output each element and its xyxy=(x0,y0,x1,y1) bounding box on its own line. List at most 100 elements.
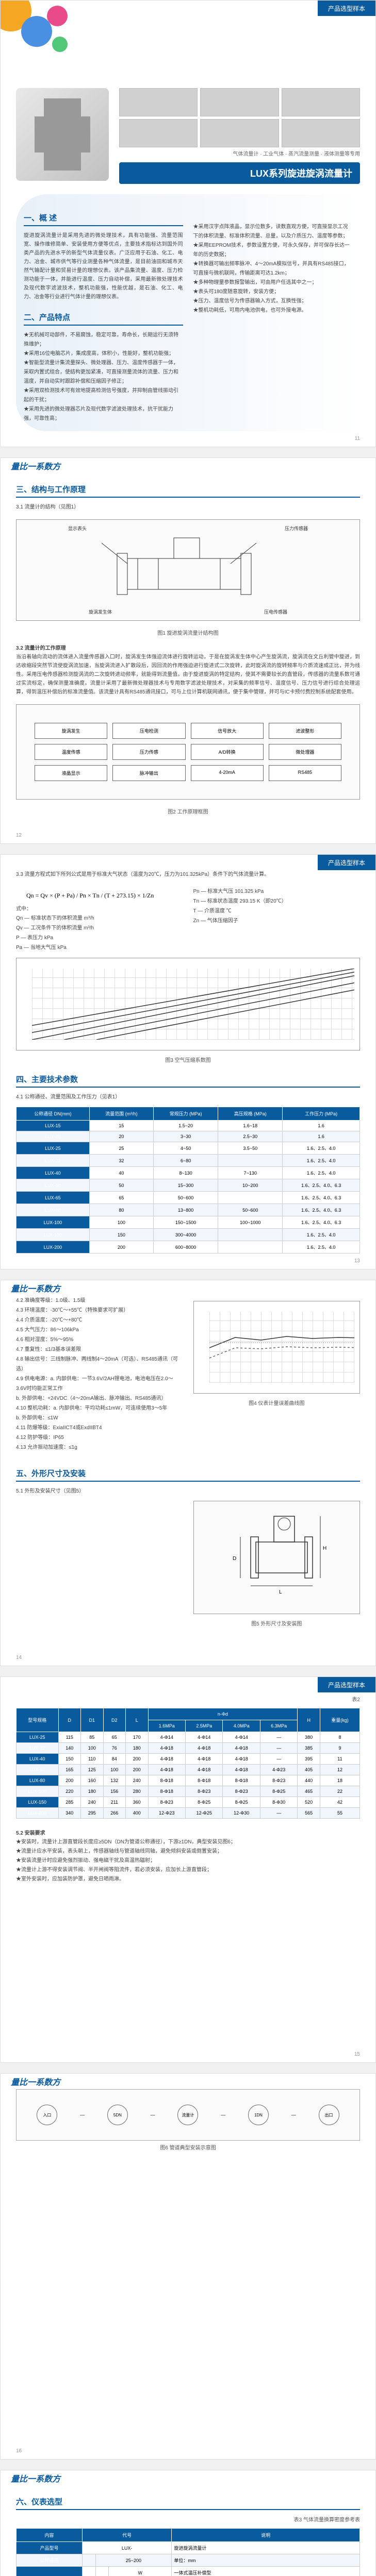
td: 42 xyxy=(320,1797,359,1808)
page-6: 量比一系数方 入口 — 5DN — 流量计 — 1DN — 出口 图6 管道典型… xyxy=(0,2073,376,2460)
td: 8-Φ30 xyxy=(260,1797,297,1808)
td: 1.6、2.5、4.0、6.3 xyxy=(283,1216,360,1229)
hero-decoration xyxy=(1,1,104,78)
td: 85 xyxy=(81,1732,104,1743)
fig5-caption: 图5 外形尺寸及安装图 xyxy=(193,1619,361,1627)
th: 重量(kg) xyxy=(320,1708,359,1732)
sel-desc: 旋进旋涡流量计 xyxy=(172,2542,360,2554)
flow-text: 3.3 流量方程式如下所列公式是用于标准大气状态（温度为20℃，压力为101.3… xyxy=(16,870,360,879)
th: 6.3MPa xyxy=(260,1720,297,1732)
td: 55 xyxy=(320,1808,359,1819)
td: 8~130 xyxy=(153,1167,218,1179)
dim-sub1: 5.1 外形及安装尺寸（见图5） xyxy=(16,1487,360,1496)
td xyxy=(218,1155,283,1167)
block: 脉冲输出 xyxy=(112,765,185,781)
where-item: Pn — 标准大气压 101.325 kPa xyxy=(193,887,361,896)
td: 84 xyxy=(103,1754,126,1765)
th: 常规压力 (MPa) xyxy=(153,1107,218,1121)
th: 代号 xyxy=(82,2529,171,2542)
td: 1.6、2.5、4.0 xyxy=(283,1241,360,1253)
td: 180 xyxy=(81,1786,104,1797)
where-item: T — 介质温度 ℃ xyxy=(193,906,361,916)
page-5: 产品选型样本 表2 型号规格 D D1 D2 L n-Φd H 重量(kg) 1… xyxy=(0,1676,376,2063)
block: 微处理器 xyxy=(269,744,341,760)
page-1: 产品选型样本 气体流量计 · 工业气体 · 蒸汽流量测量 · 液体测量等专用 L… xyxy=(0,0,376,447)
product-subtitle: 气体流量计 · 工业气体 · 蒸汽流量测量 · 液体测量等专用 xyxy=(119,149,360,157)
sel-code: W xyxy=(109,2567,172,2576)
feature-item: ★智能型流量计集流量探头、微处理器、压力、温度传感器于一体，采取内置式组合，使结… xyxy=(24,359,183,386)
td: 295 xyxy=(81,1808,104,1819)
install-item: ★室外安装时，应加装防护罩，避免日晒雨淋。 xyxy=(16,1875,360,1884)
td: LUX-80 xyxy=(17,1775,59,1786)
td: 18 xyxy=(320,1775,359,1786)
td: 170 xyxy=(126,1732,149,1743)
td: 8-Φ23 xyxy=(148,1797,185,1808)
features-heading: 二、产品特点 xyxy=(24,312,183,326)
header-right: 产品选型样本 xyxy=(318,1677,375,1692)
gallery-item xyxy=(282,119,360,147)
th: 2.5MPa xyxy=(185,1720,222,1732)
param-item: b. 外部供电：+24VDC（4～20mA输出、脉冲输出、RS485通讯） xyxy=(16,1394,183,1403)
td: 8-Φ18 xyxy=(148,1775,185,1786)
figure-1: 显示表头 压力传感器 旋涡发生体 压电传感器 xyxy=(16,519,360,621)
sel-code: LUX- xyxy=(82,2542,171,2554)
header-title: 产品选型样本 xyxy=(328,1681,365,1689)
param-item: 4.2 准确度等级：1.0级、1.5级 xyxy=(16,1296,183,1306)
td: 200 xyxy=(126,1754,149,1765)
diagram-label: 压电传感器 xyxy=(264,608,287,615)
td: 6~80 xyxy=(153,1155,218,1167)
gallery-item xyxy=(119,88,198,116)
principle-sub: 3.2 流量计的工作原理 xyxy=(16,644,360,653)
params-sub1: 4.1 公称通径、流量范围及工作压力（见表1） xyxy=(16,1093,360,1101)
sel-group-label: 公称通径 xyxy=(17,2554,83,2567)
td: 50 xyxy=(89,1179,153,1192)
th: D1 xyxy=(81,1708,104,1732)
td: — xyxy=(260,1732,297,1743)
td: 1.6~18 xyxy=(218,1121,283,1131)
td: 1.6 xyxy=(283,1121,360,1131)
td: LUX-200 xyxy=(17,1808,59,1819)
td: 8-Φ23 xyxy=(185,1786,222,1797)
td: 50~600 xyxy=(153,1192,218,1204)
th: 内容 xyxy=(17,2529,83,2542)
td: LUX-32 xyxy=(17,1155,90,1167)
td: LUX-100 xyxy=(17,1216,90,1229)
td: 125 xyxy=(81,1765,104,1775)
figure-4-chart xyxy=(193,1301,361,1394)
td: 8-Φ23 xyxy=(223,1786,260,1797)
sel-code: 25~200 xyxy=(95,2554,172,2567)
header-title: 产品选型样本 xyxy=(328,4,365,13)
td: 4-Φ18 xyxy=(185,1743,222,1754)
fig6-caption: 图6 管道典型安装示意图 xyxy=(16,2143,360,2151)
td: 15 xyxy=(89,1121,153,1131)
td: — xyxy=(260,1743,297,1754)
td: 8-Φ25 xyxy=(260,1786,297,1797)
sel-desc: 单位：mm xyxy=(172,2554,360,2567)
td: 4-Φ23 xyxy=(260,1765,297,1775)
svg-text:L: L xyxy=(279,1589,282,1595)
feature-item: ★多种物理量参数报警输出，可由用户任选其中之一； xyxy=(193,278,353,287)
td: 100~1000 xyxy=(218,1216,283,1229)
td: 3~30 xyxy=(153,1131,218,1142)
param-item: 4.4 介质温度：-20℃～+80℃ xyxy=(16,1315,183,1325)
td: 565 xyxy=(298,1808,320,1819)
td: LUX-65 xyxy=(17,1192,90,1204)
where-list-2: Pn — 标准大气压 101.325 kPa Tn — 标准状态温度 293.1… xyxy=(193,887,361,926)
td: LUX-40 xyxy=(17,1754,59,1765)
header-left: 量比一系数方 xyxy=(1,2470,71,2486)
features-col1: ★无机械可动部件，不易腐蚀，稳定可靠，寿命长，长期运行无须特殊维护； ★采用16… xyxy=(24,331,183,423)
th: 4.0MPa xyxy=(223,1720,260,1732)
params-list: 4.2 准确度等级：1.0级、1.5级 4.3 环境温度：-30℃～+55℃（特… xyxy=(16,1296,183,1452)
overview-section: 一、概 述 旋进旋涡流量计是采用先进的微处理技术，具有功能强、流量范围宽、操作维… xyxy=(16,194,360,431)
td: 1.6、2.5、4.0、6.3 xyxy=(283,1179,360,1192)
sel-node: 1DN xyxy=(248,2105,269,2125)
product-title: LUX系列旋进旋涡流量计 xyxy=(119,162,360,184)
td: LUX-15 xyxy=(17,1121,90,1131)
feature-item: ★采用先进的微处理器芯片及现代数字滤波处理技术，抗干扰能力强，可靠性高； xyxy=(24,405,183,423)
gallery-item xyxy=(200,119,279,147)
td: 280 xyxy=(126,1786,149,1797)
page-number: 12 xyxy=(16,833,22,838)
figure-5: L D H xyxy=(193,1501,361,1614)
td: 8-Φ25 xyxy=(223,1797,260,1808)
td: 12-Φ30 xyxy=(223,1808,260,1819)
